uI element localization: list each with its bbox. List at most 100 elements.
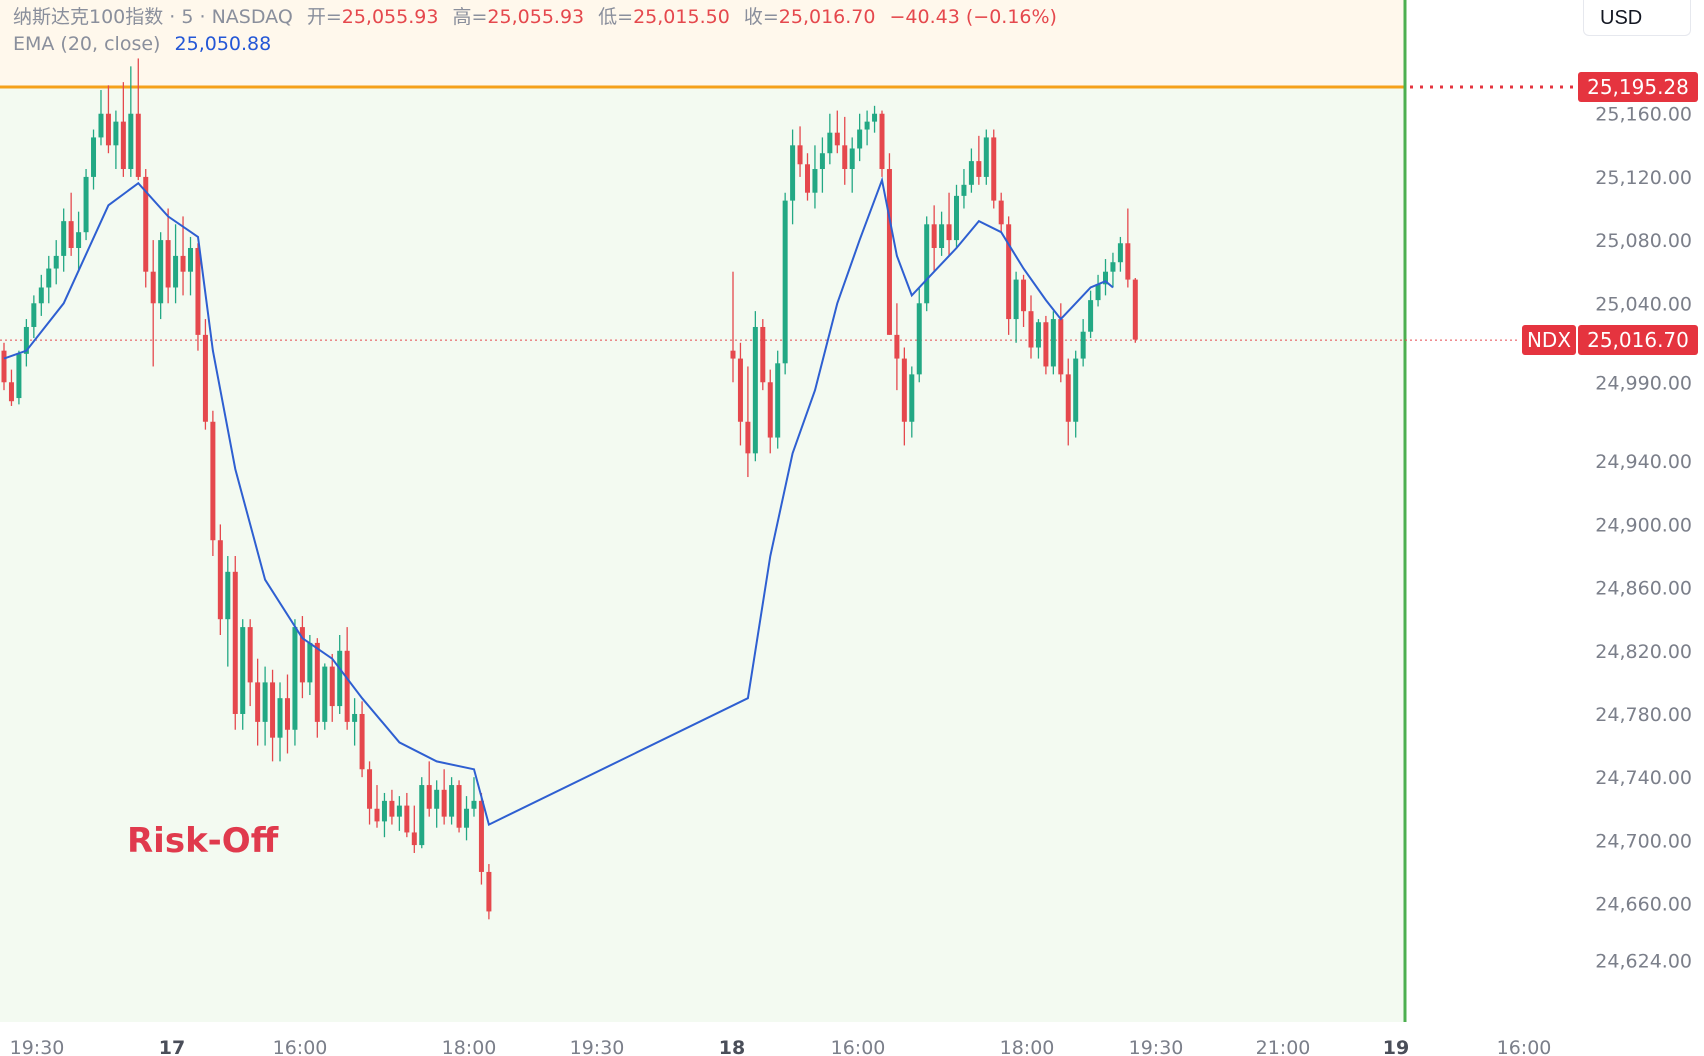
- candle-body[interactable]: [262, 682, 268, 722]
- candle-body[interactable]: [1065, 374, 1071, 422]
- candle-body[interactable]: [827, 132, 833, 154]
- candle-body[interactable]: [834, 132, 840, 146]
- candle-body[interactable]: [983, 137, 989, 177]
- candle-body[interactable]: [277, 698, 283, 738]
- candle-body[interactable]: [1088, 300, 1094, 332]
- candle-body[interactable]: [128, 113, 134, 170]
- candle-body[interactable]: [1132, 279, 1138, 340]
- candle-body[interactable]: [284, 698, 290, 730]
- candle-body[interactable]: [83, 176, 89, 233]
- candle-body[interactable]: [976, 161, 982, 177]
- candle-body[interactable]: [352, 713, 358, 722]
- candle-body[interactable]: [842, 145, 848, 170]
- candle-body[interactable]: [478, 800, 484, 872]
- candle-body[interactable]: [968, 161, 974, 185]
- candle-body[interactable]: [135, 113, 141, 177]
- candle-body[interactable]: [240, 627, 246, 714]
- candle-body[interactable]: [819, 153, 825, 170]
- candle-body[interactable]: [486, 871, 492, 912]
- candle-body[interactable]: [752, 326, 758, 454]
- candle-body[interactable]: [745, 421, 751, 454]
- candle-body[interactable]: [150, 271, 156, 304]
- candle-body[interactable]: [374, 808, 380, 822]
- candle-body[interactable]: [426, 785, 432, 809]
- candle-body[interactable]: [954, 195, 959, 241]
- candle-body[interactable]: [924, 224, 930, 304]
- candle-body[interactable]: [767, 382, 773, 438]
- candle-body[interactable]: [946, 224, 952, 241]
- symbol-legend[interactable]: 纳斯达克100指数 · 5 · NASDAQ 开=25,055.93 高=25,…: [13, 2, 1057, 29]
- indicator-legend[interactable]: EMA (20, close) 25,050.88: [13, 33, 271, 55]
- candle-body[interactable]: [464, 808, 470, 828]
- candle-body[interactable]: [1043, 322, 1049, 367]
- candle-body[interactable]: [456, 785, 462, 828]
- candle-body[interactable]: [180, 255, 186, 272]
- candle-body[interactable]: [367, 769, 373, 809]
- candle-body[interactable]: [381, 800, 387, 822]
- candle-body[interactable]: [232, 571, 238, 714]
- candle-body[interactable]: [1095, 284, 1101, 301]
- candle-body[interactable]: [404, 805, 410, 833]
- candle-body[interactable]: [389, 800, 395, 817]
- candle-body[interactable]: [916, 303, 922, 375]
- candle-body[interactable]: [730, 350, 736, 359]
- time-axis[interactable]: 19:30 17 16:00 18:00 19:30 18 16:00 18:00 19:30 2…: [10, 1037, 1552, 1056]
- candle-body[interactable]: [16, 353, 22, 399]
- candle-body[interactable]: [1028, 311, 1034, 348]
- candle-body[interactable]: [396, 805, 402, 817]
- candle-body[interactable]: [790, 145, 796, 201]
- candle-body[interactable]: [173, 255, 179, 288]
- candle-body[interactable]: [760, 326, 766, 383]
- candle-body[interactable]: [434, 789, 440, 809]
- candle-body[interactable]: [419, 785, 425, 846]
- candle-body[interactable]: [8, 382, 14, 402]
- candle-body[interactable]: [1050, 319, 1056, 367]
- candle-body[interactable]: [329, 666, 335, 707]
- candle-body[interactable]: [113, 121, 119, 146]
- candle-body[interactable]: [849, 148, 855, 170]
- candle-body[interactable]: [31, 303, 37, 327]
- candle-body[interactable]: [939, 224, 945, 248]
- candle-body[interactable]: [812, 169, 818, 193]
- candle-body[interactable]: [158, 240, 164, 304]
- candle-body[interactable]: [38, 287, 44, 304]
- candle-body[interactable]: [894, 334, 900, 359]
- candle-body[interactable]: [931, 224, 937, 248]
- candle-body[interactable]: [797, 145, 803, 165]
- candle-body[interactable]: [886, 169, 892, 335]
- candle-body[interactable]: [46, 268, 52, 288]
- candle-body[interactable]: [76, 232, 82, 248]
- candle-body[interactable]: [314, 642, 320, 722]
- price-axis[interactable]: 25,160.00 25,120.00 25,080.00 25,040.00 24,9…: [1595, 104, 1692, 973]
- candle-body[interactable]: [998, 200, 1004, 225]
- candle-body[interactable]: [471, 800, 477, 809]
- candle-body[interactable]: [359, 713, 365, 770]
- candle-body[interactable]: [901, 358, 907, 422]
- candle-body[interactable]: [225, 571, 231, 620]
- candle-body[interactable]: [775, 363, 781, 438]
- candle-body[interactable]: [805, 164, 810, 193]
- candle-body[interactable]: [1117, 243, 1123, 263]
- candle-body[interactable]: [449, 785, 455, 817]
- candle-body[interactable]: [188, 247, 193, 272]
- alert-price-badge[interactable]: 25,195.28: [1578, 72, 1698, 102]
- candle-body[interactable]: [411, 832, 417, 846]
- candle-body[interactable]: [1006, 224, 1012, 320]
- risk-off-annotation[interactable]: Risk-Off: [127, 821, 279, 861]
- candle-body[interactable]: [165, 240, 171, 288]
- candle-body[interactable]: [120, 121, 126, 170]
- candle-body[interactable]: [1058, 319, 1064, 375]
- candle-body[interactable]: [61, 221, 67, 256]
- ema-line[interactable]: [3, 176, 1114, 827]
- candle-body[interactable]: [23, 326, 29, 354]
- candle-body[interactable]: [441, 789, 447, 817]
- candle-body[interactable]: [270, 682, 276, 738]
- candle-body[interactable]: [307, 642, 313, 683]
- candle-body[interactable]: [53, 255, 59, 269]
- candle-body[interactable]: [1035, 322, 1041, 348]
- currency-button[interactable]: USD: [1583, 0, 1691, 36]
- candle-body[interactable]: [202, 334, 208, 422]
- candle-body[interactable]: [909, 374, 915, 422]
- candle-body[interactable]: [344, 650, 350, 722]
